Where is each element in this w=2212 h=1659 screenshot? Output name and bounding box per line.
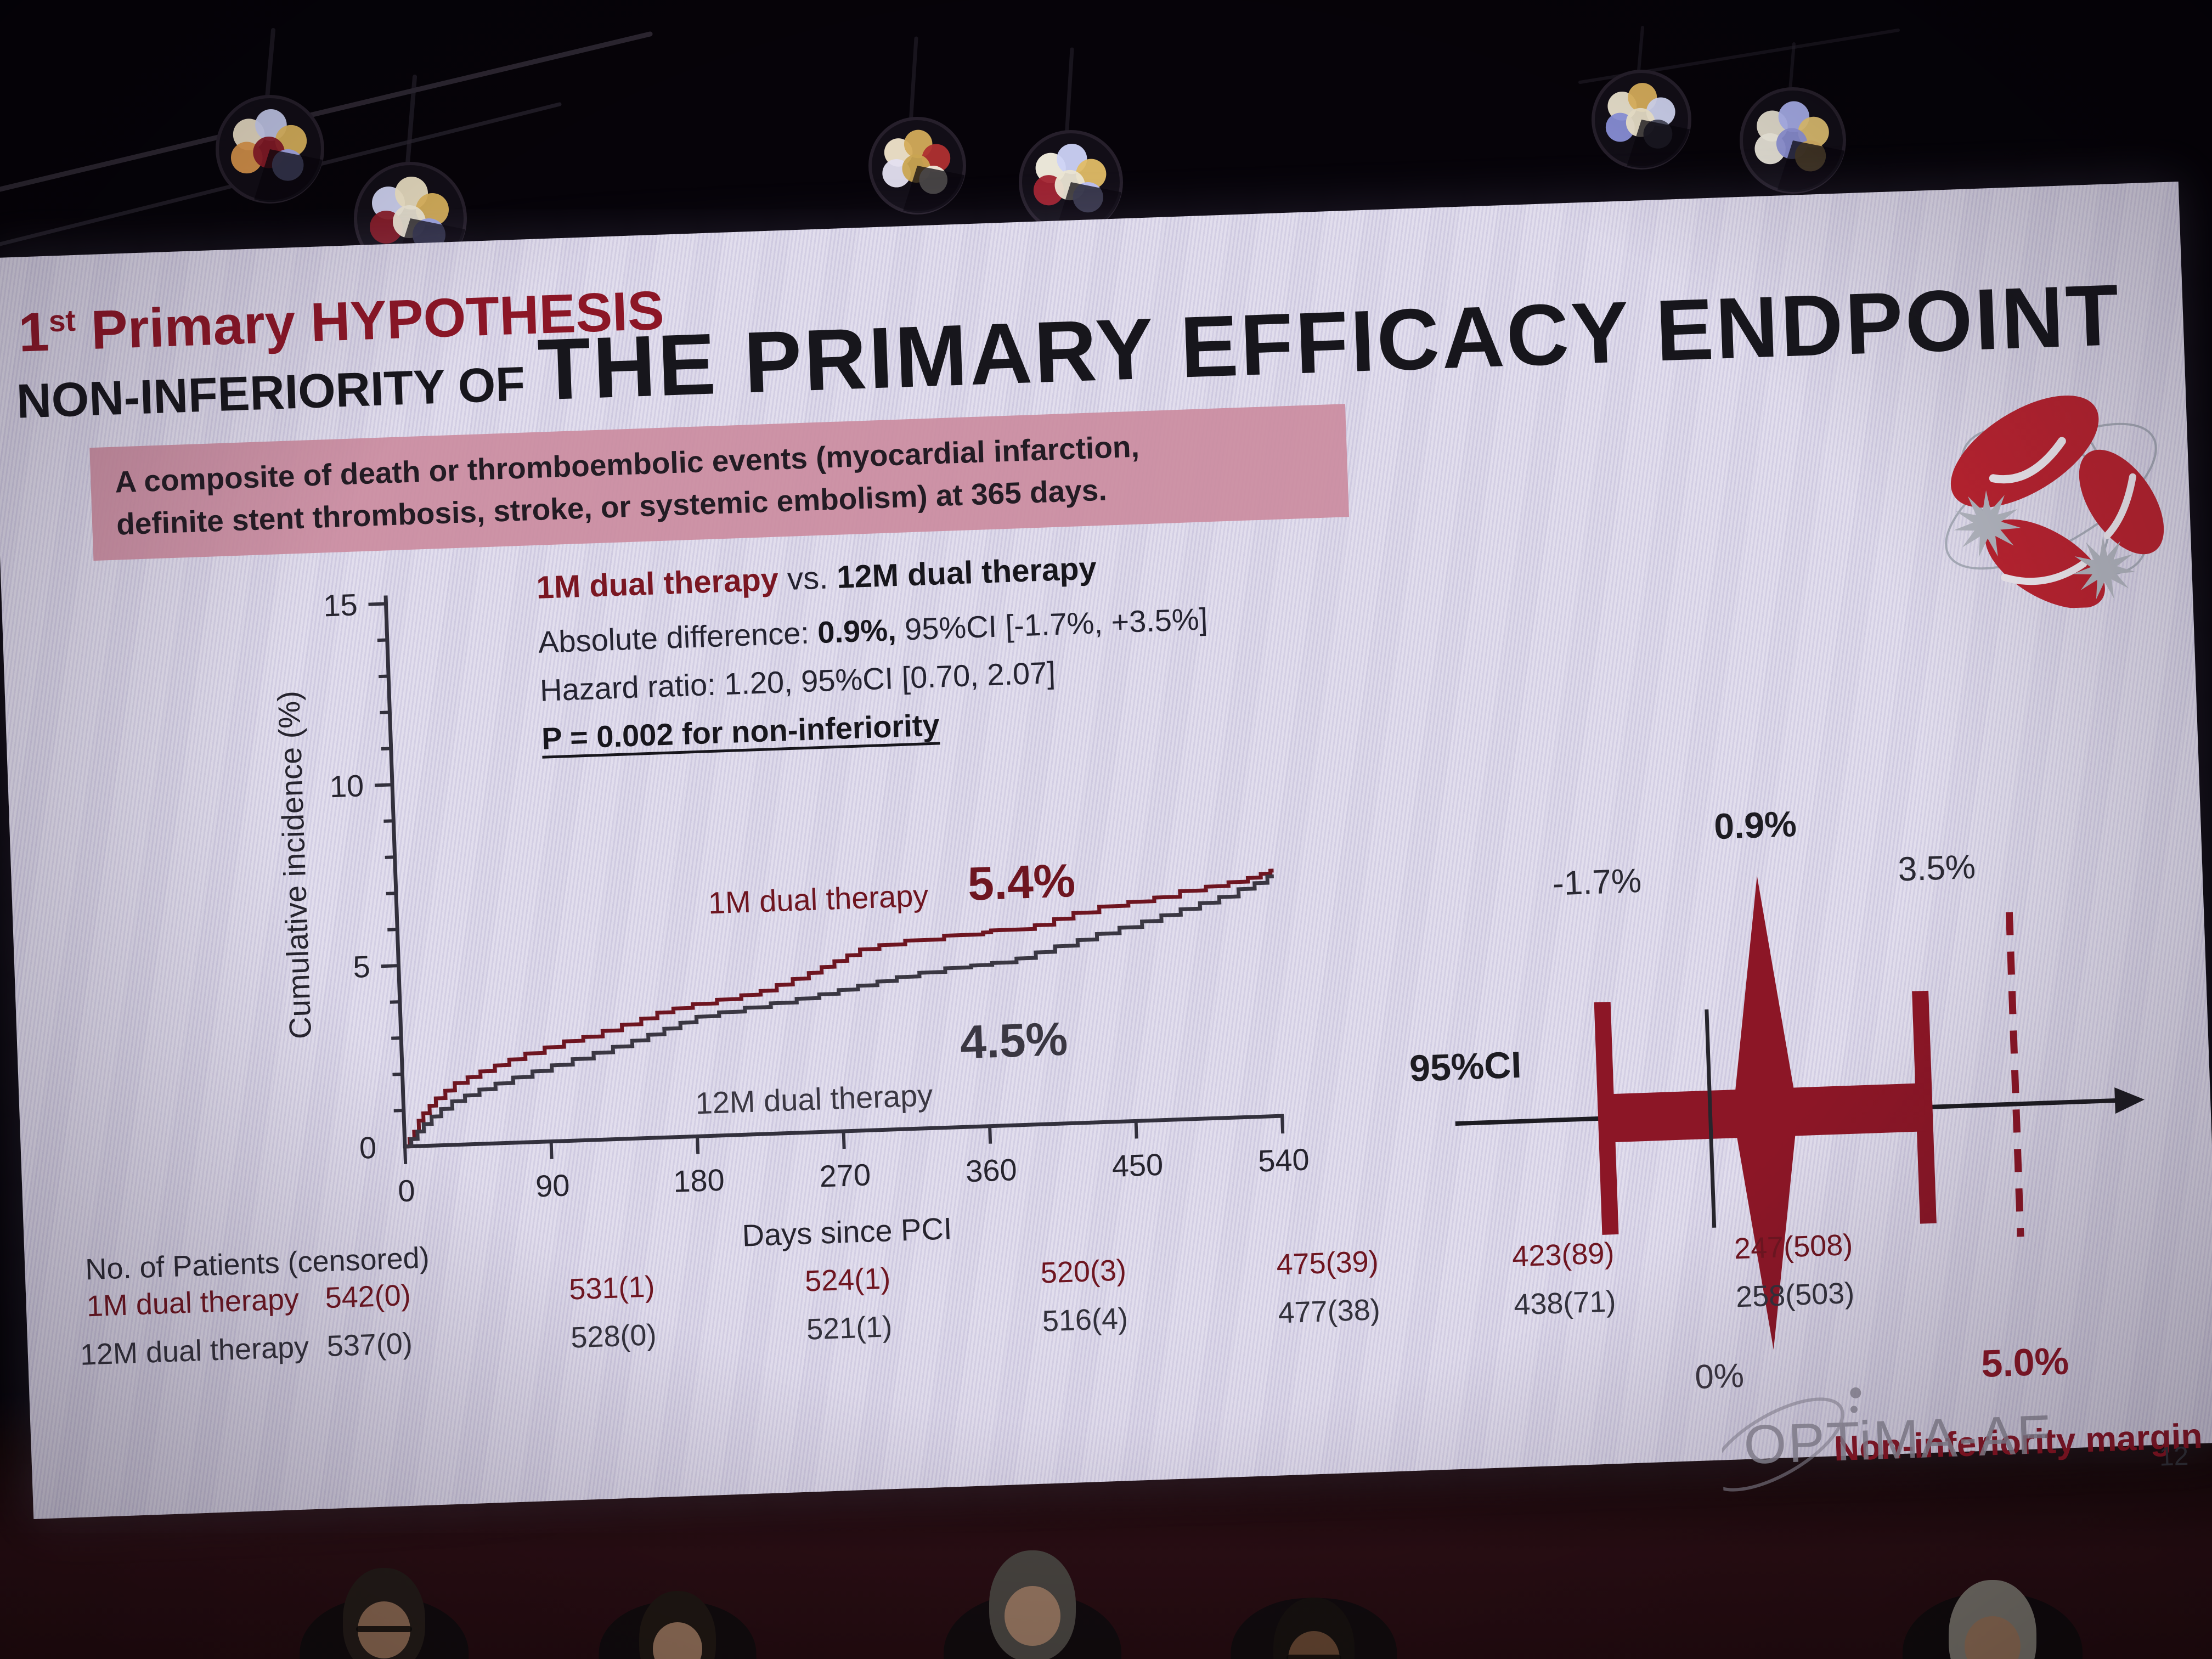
y-tick	[393, 1108, 404, 1113]
presentation-slide: 1st Primary HYPOTHESIS NON-INFERIORITY O…	[0, 182, 2212, 1519]
patients-count: 521(1)	[806, 1310, 893, 1346]
patients-count: 247(508)	[1734, 1228, 1854, 1266]
spotlight-shutter	[1627, 120, 1690, 168]
logo-dot-small	[1850, 1406, 1858, 1413]
patients-count: 537(0)	[326, 1327, 413, 1363]
x-tick-label: 540	[1257, 1142, 1310, 1178]
x-tick	[1280, 1115, 1285, 1134]
person-silhouette	[1903, 1580, 2083, 1659]
person-face	[1005, 1585, 1060, 1646]
y-tick	[368, 602, 386, 606]
x-tick-label: 360	[965, 1152, 1018, 1188]
logo-swoosh	[1719, 1397, 1844, 1492]
y-tick	[381, 747, 391, 751]
series-12m-value: 4.5%	[959, 1013, 1068, 1069]
series-1m-label: 1M dual therapy	[708, 878, 929, 920]
glasses	[356, 1626, 412, 1633]
zero-reference-line	[1705, 1009, 1717, 1228]
zero-label: 0%	[1694, 1357, 1745, 1396]
person-silhouette	[944, 1550, 1121, 1659]
y-tick	[380, 710, 390, 715]
y-tick	[391, 1036, 402, 1040]
x-tick-label: 180	[673, 1163, 725, 1199]
spotlight-shutter	[1777, 140, 1844, 193]
logo-text: OPTiMA-AF	[1743, 1404, 2053, 1476]
spotlight-fixture	[1019, 130, 1123, 234]
x-tick-label: 270	[819, 1157, 872, 1193]
spotlight-fixture	[1740, 87, 1846, 194]
point-estimate-diamond	[1733, 876, 1798, 1350]
y-tick-label: 15	[323, 587, 358, 623]
ci-axis-label: 95%CI	[1409, 1044, 1522, 1090]
patients-count: 423(89)	[1511, 1237, 1615, 1273]
person-head	[343, 1568, 425, 1659]
y-tick	[392, 1073, 403, 1076]
person-face	[1964, 1616, 2021, 1659]
x-tick-label: 450	[1111, 1147, 1164, 1183]
red-blood-cells-logo	[1945, 396, 2164, 609]
estimate-label: 0.9%	[1713, 803, 1797, 847]
blood-cells	[1950, 396, 2164, 609]
y-axis	[383, 595, 407, 1149]
x-axis-title: Days since PCI	[742, 1211, 953, 1252]
ci-low-label: -1.7%	[1552, 862, 1642, 903]
x-tick-label: 90	[535, 1168, 570, 1204]
patients-row-label: 1M dual therapy	[86, 1282, 300, 1323]
logo-dot-large	[1850, 1387, 1861, 1398]
patients-count: 475(39)	[1276, 1245, 1379, 1282]
glasses	[1286, 1655, 1342, 1659]
title-ordinal-sup: st	[48, 303, 76, 338]
patients-count: 528(0)	[570, 1318, 657, 1355]
ci-high-label: 3.5%	[1897, 848, 1976, 889]
margin-value-label: 5.0%	[1980, 1339, 2069, 1385]
series-12m-label: 12M dual therapy	[695, 1077, 934, 1120]
patients-count: 524(1)	[804, 1262, 891, 1298]
y-tick-label: 0	[359, 1130, 377, 1165]
y-tick	[386, 891, 397, 895]
title-line2-small: NON-INFERIORITY OF	[15, 356, 540, 428]
spotlight-fixture	[1592, 70, 1691, 170]
spotlight-fixture	[868, 117, 966, 215]
patients-count: 520(3)	[1040, 1254, 1127, 1290]
person-head	[639, 1591, 716, 1659]
x-tick-label: 0	[397, 1173, 415, 1208]
patients-count: 531(1)	[568, 1270, 656, 1306]
slide-page-number: 12	[2158, 1441, 2190, 1472]
series-1m	[404, 868, 1274, 1149]
y-tick	[387, 928, 398, 932]
y-tick-label: 10	[329, 768, 364, 804]
person-head	[1949, 1580, 2036, 1659]
person-head	[989, 1550, 1076, 1659]
y-tick-label: 5	[352, 949, 370, 984]
x-tick	[696, 1136, 700, 1154]
series-1m-value: 5.4%	[967, 854, 1076, 911]
person-silhouette	[300, 1568, 469, 1659]
patients-count: 542(0)	[324, 1278, 411, 1315]
spotlight-fixture	[216, 95, 324, 204]
spotlight-shutter	[903, 166, 964, 213]
patients-count: 258(503)	[1735, 1276, 1855, 1314]
x-tick	[1134, 1121, 1138, 1139]
x-tick	[549, 1141, 554, 1159]
patients-count: 438(71)	[1513, 1285, 1617, 1322]
non-inferiority-margin-line	[2005, 912, 2024, 1237]
person-silhouette	[1231, 1598, 1397, 1659]
patients-count: 477(38)	[1277, 1293, 1381, 1330]
starbursts	[1954, 490, 2136, 600]
confidence-interval-diagram: 0.9%-1.7% 3.5%95%CI0% 5.0%Non-inferiority …	[1409, 803, 2203, 1468]
axis-arrowhead	[2114, 1087, 2145, 1114]
y-axis-title: Cumulative incidence (%)	[271, 690, 318, 1040]
person-face	[653, 1622, 702, 1659]
patients-row-label: 12M dual therapy	[79, 1330, 310, 1372]
series-12m	[404, 874, 1274, 1149]
title-line2-big: THE PRIMARY EFFICACY ENDPOINT	[536, 266, 2123, 419]
cumulative-incidence-chart: 0 5 10 15 0 90 180 270 360 450 540 Days since PCI Cu…	[271, 587, 1310, 1252]
optima-af-logo: OPTiMA-AF	[1719, 1387, 2053, 1492]
person-silhouette	[599, 1591, 757, 1659]
spotlight-shutter	[254, 149, 323, 202]
patients-count: 516(4)	[1041, 1302, 1128, 1338]
